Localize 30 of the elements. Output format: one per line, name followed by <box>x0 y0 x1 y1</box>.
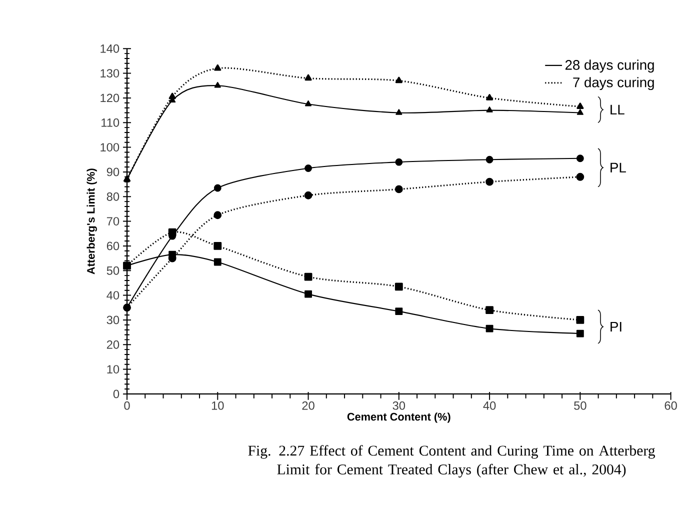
y-tick-label: 50 <box>106 266 120 275</box>
x-tick-label: 40 <box>483 401 496 410</box>
y-tick-label: 140 <box>100 44 120 53</box>
y-tick-label: 130 <box>100 69 120 78</box>
y-tick-label: 110 <box>102 118 120 127</box>
annotation: PI <box>610 322 622 332</box>
legend-label: 7 days curing <box>573 77 654 90</box>
x-tick-label: 10 <box>212 401 224 410</box>
x-axis-title: Cement Content (%) <box>347 412 450 423</box>
y-tick-label: 10 <box>107 365 120 374</box>
y-tick-label: 100 <box>100 143 120 152</box>
y-tick-label: 70 <box>106 217 120 226</box>
y-tick-label: 20 <box>106 340 120 349</box>
legend-label: 28 days curing <box>565 60 654 73</box>
x-tick-label: 20 <box>302 401 314 410</box>
y-tick-label: 80 <box>106 192 120 201</box>
y-tick-label: 90 <box>106 168 120 176</box>
x-tick-label: 0 <box>124 401 130 410</box>
x-tick-label: 30 <box>392 401 406 410</box>
y-tick-label: 40 <box>106 291 120 300</box>
annotation: PL <box>610 162 626 172</box>
y-tick-label: 120 <box>100 94 120 102</box>
annotation: LL <box>610 104 624 114</box>
y-tick-label: 0 <box>113 390 120 398</box>
y-tick-label: 30 <box>106 316 120 324</box>
caption: Fig. 2.27 Effect of Cement Content and Curing Time on Atterberg Limit for Cement Treated Clays (after Chew et al., 2004) <box>248 445 656 478</box>
y-axis-title: Atterberg's Limit (%) <box>86 168 97 274</box>
y-tick-label: 60 <box>106 242 120 250</box>
x-tick-label: 60 <box>664 401 677 410</box>
x-tick-label: 50 <box>574 401 586 410</box>
